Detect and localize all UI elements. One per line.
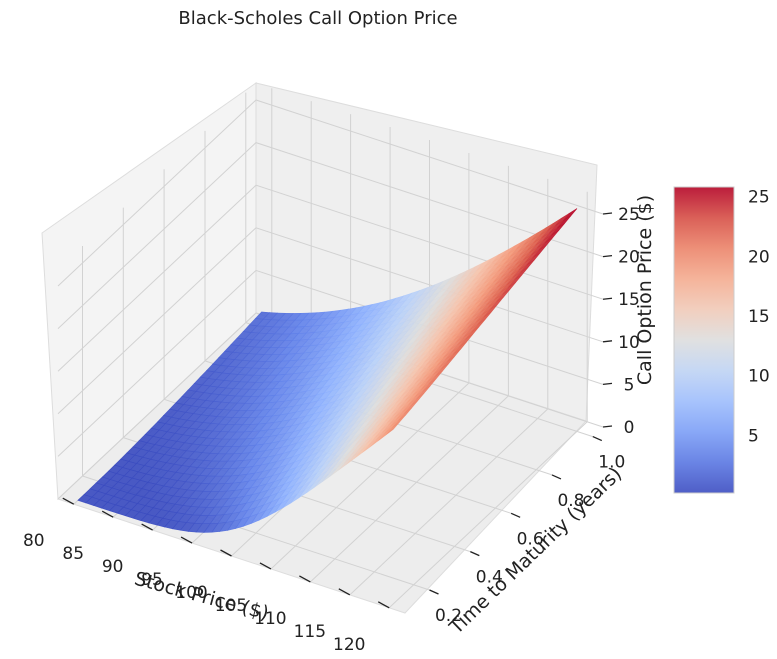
y-tick-label: 0.4 xyxy=(476,568,503,588)
surface-plot xyxy=(77,208,578,533)
x-tick-mark xyxy=(180,536,193,544)
colorbar: 5 10 15 20 25 xyxy=(673,186,770,494)
y-tick-label: 0.2 xyxy=(435,606,462,626)
y-tick-mark xyxy=(510,512,521,518)
z-tick-label: 15 xyxy=(618,290,640,310)
colorbar-tick-label: 5 xyxy=(748,426,759,446)
z-tick-mark xyxy=(602,254,613,258)
z-gridline xyxy=(57,142,604,329)
x-tick-mark xyxy=(101,510,114,518)
z-axis-ticks: 0 5 10 15 20 25 xyxy=(602,205,640,438)
x-axis-ticks: 80 85 90 95 100 105 110 115 120 xyxy=(23,497,390,655)
y-tick-label: 0.8 xyxy=(557,491,584,511)
z-tick-mark xyxy=(602,297,613,300)
gridlines xyxy=(57,88,604,609)
colorbar-tick-label: 10 xyxy=(748,367,770,387)
x-tick-label: 85 xyxy=(62,544,84,564)
z-tick-label: 20 xyxy=(618,248,640,268)
x-tick-label: 110 xyxy=(254,609,286,629)
y-tick-mark xyxy=(470,551,480,557)
chart-title: Black-Scholes Call Option Price xyxy=(178,8,457,29)
x-tick-label: 105 xyxy=(215,596,247,616)
z-tick-label: 25 xyxy=(618,205,640,225)
x-tick-label: 95 xyxy=(141,570,163,590)
x-tick-mark xyxy=(62,497,75,505)
z-tick-mark xyxy=(602,382,613,386)
z-tick-mark xyxy=(602,425,613,428)
x-tick-mark xyxy=(259,562,272,570)
x-axis-label: Stock Price ($) xyxy=(132,568,271,625)
y-tick-mark xyxy=(429,589,439,595)
x-tick-label: 120 xyxy=(333,635,365,655)
y-tick-label: 0.6 xyxy=(517,529,544,549)
z-gridline xyxy=(57,269,604,457)
x-tick-label: 80 xyxy=(23,531,45,551)
z-tick-label: 5 xyxy=(624,375,635,395)
surface-patch xyxy=(77,494,93,504)
x-tick-mark xyxy=(141,523,153,531)
y-tick-mark xyxy=(592,435,603,442)
x-tick-mark xyxy=(220,549,232,557)
y-tick-mark xyxy=(551,474,562,480)
z-axis-label: Call Option Price ($) xyxy=(634,195,656,385)
x-tick-label: 115 xyxy=(294,622,326,642)
z-gridline xyxy=(57,99,604,287)
z-tick-label: 0 xyxy=(624,418,635,438)
colorbar-tick-label: 25 xyxy=(748,188,770,208)
colorbar-ticks: 5 10 15 20 25 xyxy=(748,188,770,447)
y-axis-ticks: 0.2 0.4 0.6 0.8 1.0 xyxy=(429,435,625,626)
colorbar-tick-label: 15 xyxy=(748,307,770,327)
z-tick-mark xyxy=(602,340,613,343)
z-gridline xyxy=(57,312,604,500)
y-tick-label: 1.0 xyxy=(598,453,625,473)
colorbar-fill xyxy=(673,186,735,494)
x-tick-label: 90 xyxy=(102,557,124,577)
x-tick-label: 100 xyxy=(175,583,207,603)
x-tick-mark xyxy=(338,588,351,596)
z-tick-label: 10 xyxy=(618,333,640,353)
colorbar-tick-label: 20 xyxy=(748,247,770,267)
z-tick-mark xyxy=(602,212,613,215)
x-tick-mark xyxy=(377,601,390,609)
x-tick-mark xyxy=(299,575,311,583)
